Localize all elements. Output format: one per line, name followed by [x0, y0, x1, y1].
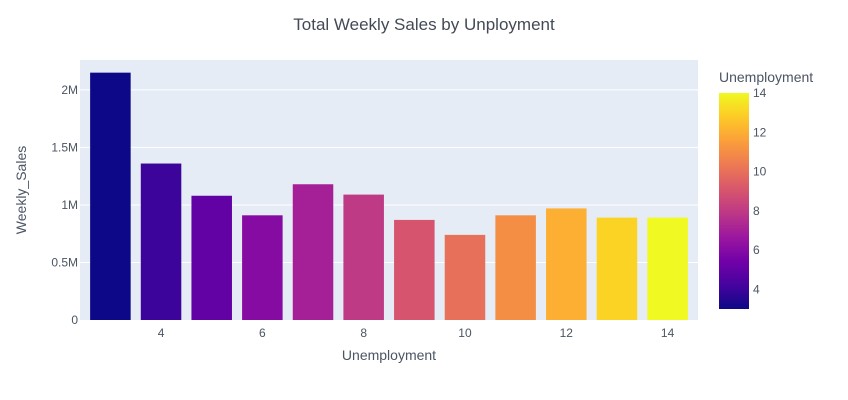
bar [90, 72, 131, 320]
gridlines [80, 89, 698, 263]
colorbar-tick-label: 8 [753, 204, 760, 218]
y-tick-label: 2M [61, 83, 78, 97]
x-tick-label: 6 [259, 326, 266, 340]
colorbar-tick-label: 6 [753, 243, 760, 257]
bar [596, 217, 638, 320]
colorbar [719, 93, 749, 309]
bar [140, 163, 182, 320]
plot-area [80, 60, 698, 320]
colorbar-tick-label: 14 [753, 86, 767, 100]
colorbar-tick-label: 4 [753, 282, 760, 296]
bar [546, 208, 587, 320]
bar [495, 215, 536, 320]
bars [90, 72, 688, 320]
x-tick-label: 14 [661, 326, 675, 340]
y-tick-label: 1.5M [51, 140, 78, 154]
colorbar-tick-label: 10 [753, 165, 767, 179]
bar [444, 234, 486, 320]
y-axis-title: Weekly_Sales [13, 146, 29, 234]
y-axis-ticks: 0 0.5M 1M 1.5M 2M [51, 83, 78, 327]
bar [394, 219, 435, 320]
x-axis-title: Unemployment [342, 347, 436, 363]
y-tick-label: 0.5M [51, 255, 78, 269]
bar [191, 195, 232, 320]
colorbar-ticks: 4 6 8 10 12 14 [753, 86, 767, 296]
x-axis-ticks: 4 6 8 10 12 14 [158, 326, 675, 340]
bar [343, 194, 384, 320]
y-tick-label: 1M [61, 198, 78, 212]
bar [292, 184, 334, 320]
colorbar-tick-label: 12 [753, 125, 767, 139]
y-tick-label: 0 [71, 313, 78, 327]
x-tick-label: 4 [158, 326, 165, 340]
colorbar-title: Unemployment [719, 69, 813, 85]
bar [242, 215, 283, 320]
x-tick-label: 10 [458, 326, 472, 340]
bar [647, 217, 688, 320]
x-tick-label: 8 [360, 326, 367, 340]
chart-title: Total Weekly Sales by Unployment [293, 15, 555, 34]
x-tick-label: 12 [560, 326, 574, 340]
